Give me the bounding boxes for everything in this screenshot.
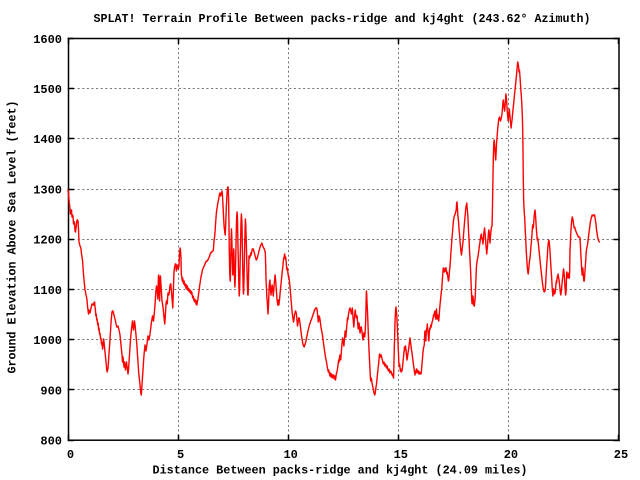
svg-text:1300: 1300 xyxy=(33,183,62,197)
svg-text:Ground Elevation Above Sea Lev: Ground Elevation Above Sea Level (feet) xyxy=(6,101,20,374)
svg-text:10: 10 xyxy=(283,448,297,462)
svg-text:1100: 1100 xyxy=(33,284,62,298)
svg-text:15: 15 xyxy=(394,448,408,462)
svg-text:25: 25 xyxy=(614,448,628,462)
svg-text:1200: 1200 xyxy=(33,234,62,248)
svg-text:20: 20 xyxy=(504,448,518,462)
svg-text:Distance Between packs-ridge a: Distance Between packs-ridge and kj4ght … xyxy=(153,464,528,478)
svg-text:SPLAT! Terrain Profile Between: SPLAT! Terrain Profile Between packs-rid… xyxy=(94,12,591,26)
svg-text:1600: 1600 xyxy=(33,33,62,47)
svg-text:5: 5 xyxy=(177,448,184,462)
svg-text:1500: 1500 xyxy=(33,83,62,97)
svg-text:0: 0 xyxy=(67,448,74,462)
svg-text:1000: 1000 xyxy=(33,334,62,348)
svg-text:900: 900 xyxy=(40,384,62,398)
svg-text:800: 800 xyxy=(40,435,62,449)
svg-text:1400: 1400 xyxy=(33,133,62,147)
